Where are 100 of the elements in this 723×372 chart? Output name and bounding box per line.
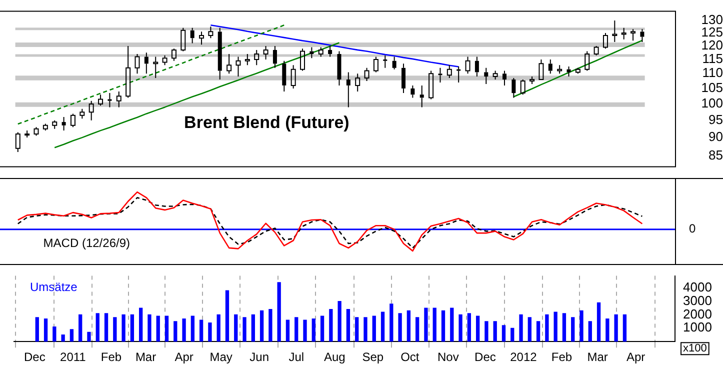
candlestick	[383, 54, 388, 68]
y-tick-label: 85	[708, 147, 723, 162]
x-tick-label: Feb	[551, 350, 572, 364]
annotation: MACD (12/26/9)	[43, 236, 130, 250]
y-tick-label: 95	[708, 112, 723, 127]
candlestick	[446, 64, 452, 79]
candlestick	[346, 72, 350, 108]
bar	[614, 314, 618, 342]
bar	[44, 318, 48, 342]
bar	[476, 316, 480, 342]
text: Brent Blend (Future)	[184, 113, 350, 132]
bar	[216, 314, 220, 342]
candlestick	[502, 70, 506, 86]
candlestick	[438, 67, 442, 83]
bar	[458, 314, 462, 342]
candlestick	[410, 84, 415, 98]
y-tick-label: 105	[701, 80, 723, 96]
bar	[156, 316, 160, 342]
x-tick-label: Jul	[288, 350, 304, 364]
candlestick	[88, 100, 94, 121]
bar	[277, 282, 281, 342]
bar	[467, 313, 471, 342]
bar	[61, 334, 65, 342]
candlestick	[355, 73, 360, 92]
bar	[571, 317, 575, 342]
x-tick-label: 2011	[60, 350, 86, 364]
candlestick	[456, 66, 461, 83]
candlestick	[290, 64, 296, 89]
bar	[294, 317, 298, 342]
candlestick	[108, 92, 112, 108]
bar	[52, 326, 56, 342]
candlestick	[402, 63, 406, 94]
bar	[148, 314, 152, 342]
x-tick-label: Feb	[100, 350, 122, 364]
bar	[406, 310, 411, 342]
x-tick-label: Nov	[438, 350, 459, 364]
y-tick-label: 100	[701, 96, 723, 111]
y-tick-label: 110	[702, 65, 723, 80]
x-tick-label: Aug	[324, 350, 346, 364]
candlestick	[126, 45, 131, 98]
x-tick-label: Apr	[626, 350, 646, 364]
bar	[329, 309, 333, 342]
y-tick-label: 125	[701, 24, 723, 40]
bar	[338, 300, 342, 342]
x-tick-label: Sep	[362, 350, 384, 364]
candlestick	[254, 49, 260, 66]
candlestick	[310, 46, 314, 59]
candlestick	[420, 84, 424, 108]
bar	[268, 309, 272, 342]
bar	[303, 320, 307, 342]
bar	[113, 317, 117, 342]
bar	[139, 308, 143, 342]
bar	[554, 312, 558, 342]
annotation: Umsätze	[30, 280, 78, 294]
bar	[398, 313, 402, 342]
candlestick	[153, 56, 158, 79]
candlestick	[263, 45, 268, 60]
candlestick	[226, 54, 232, 74]
bar	[372, 316, 376, 342]
bar	[416, 317, 420, 342]
bar	[424, 308, 428, 342]
bar	[130, 314, 134, 342]
candlestick	[244, 54, 250, 66]
bar	[596, 302, 601, 342]
bar	[260, 310, 264, 342]
bar	[104, 313, 108, 342]
ref-line-label: 0	[689, 222, 696, 236]
y-tick-label: 120	[701, 38, 723, 53]
bar	[35, 317, 39, 342]
bar	[87, 332, 91, 342]
y-tick-label: 115	[702, 51, 723, 66]
candlestick	[272, 45, 277, 68]
bar	[208, 322, 212, 342]
candlestick	[548, 58, 552, 74]
bar	[562, 313, 566, 342]
x-tick-label: Mar	[135, 350, 156, 364]
candlestick	[236, 56, 241, 78]
candlestick	[621, 27, 626, 40]
bar	[622, 314, 627, 342]
bar	[190, 316, 195, 342]
bar	[242, 317, 246, 342]
bar	[234, 314, 238, 342]
x-tick-label: May	[210, 350, 232, 364]
candlestick	[612, 20, 618, 42]
bar	[346, 309, 350, 342]
bar	[355, 317, 359, 342]
candlestick	[392, 56, 396, 70]
candlestick	[282, 60, 286, 92]
bar	[606, 318, 610, 342]
bar	[225, 290, 230, 342]
bar	[364, 317, 368, 342]
candlestick	[144, 52, 148, 74]
bar	[484, 321, 488, 342]
candlestick	[640, 28, 644, 42]
bar	[493, 321, 497, 342]
bar	[199, 320, 204, 342]
y-axis-title: x100	[683, 342, 707, 355]
candlestick	[575, 67, 580, 73]
x-tick-label: Dec	[24, 350, 46, 364]
candlestick	[116, 91, 122, 108]
